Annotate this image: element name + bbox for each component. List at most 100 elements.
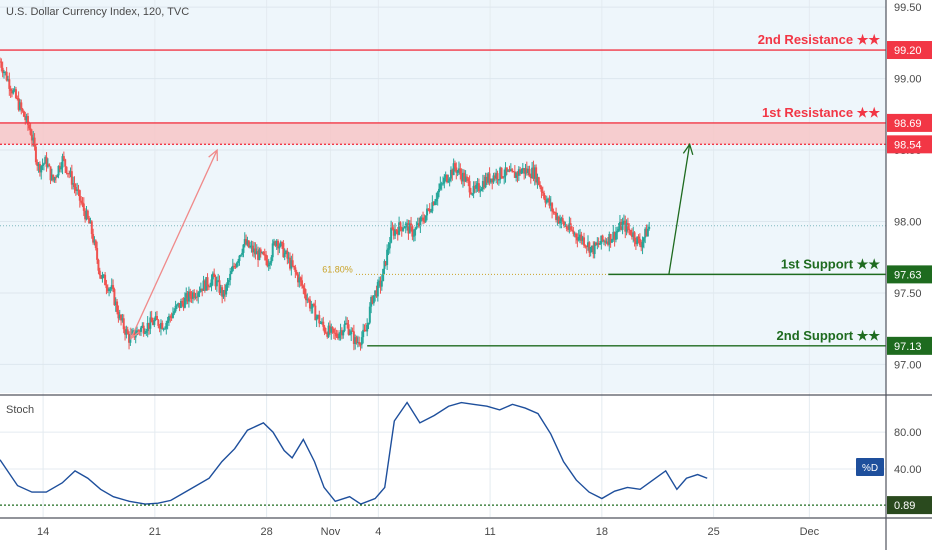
price-badge-label-97.13: 97.13 bbox=[894, 341, 922, 353]
candle bbox=[158, 325, 161, 329]
candle bbox=[597, 243, 600, 245]
candle bbox=[527, 168, 530, 173]
candle bbox=[318, 315, 321, 324]
candle bbox=[306, 299, 309, 301]
candle bbox=[436, 192, 439, 199]
projection-arrowhead-start bbox=[130, 327, 140, 341]
candle bbox=[380, 281, 383, 287]
candle bbox=[601, 235, 604, 241]
candle bbox=[368, 306, 371, 323]
candle bbox=[231, 265, 234, 271]
candle bbox=[49, 166, 52, 181]
candle bbox=[606, 241, 609, 245]
candle bbox=[434, 201, 437, 205]
projection-arrowhead-2 bbox=[682, 142, 694, 156]
candle bbox=[5, 71, 8, 81]
candle bbox=[457, 168, 460, 171]
candle bbox=[632, 232, 635, 237]
candle bbox=[548, 198, 551, 206]
candle bbox=[520, 170, 523, 174]
candle bbox=[13, 89, 16, 91]
candle bbox=[575, 233, 578, 238]
candle bbox=[399, 222, 402, 228]
candle bbox=[414, 228, 417, 236]
candle bbox=[396, 231, 399, 235]
candle bbox=[324, 332, 327, 334]
candle bbox=[78, 190, 81, 201]
candle bbox=[403, 227, 406, 229]
candle bbox=[16, 98, 19, 100]
candle bbox=[408, 223, 411, 234]
candle bbox=[161, 322, 164, 330]
candle bbox=[189, 291, 192, 297]
candle bbox=[146, 322, 149, 332]
candle bbox=[521, 168, 524, 171]
candle bbox=[459, 168, 462, 174]
candle bbox=[565, 225, 568, 229]
candle bbox=[617, 229, 620, 231]
candle bbox=[541, 191, 544, 194]
candle bbox=[202, 280, 205, 291]
candle bbox=[593, 242, 596, 255]
candle bbox=[529, 176, 532, 179]
candle bbox=[370, 297, 373, 307]
candle bbox=[221, 287, 224, 297]
candle bbox=[241, 252, 244, 255]
candle bbox=[491, 178, 494, 183]
candle bbox=[76, 189, 79, 191]
candle bbox=[312, 303, 315, 306]
candle bbox=[151, 322, 154, 325]
candle bbox=[419, 217, 422, 227]
candle bbox=[402, 228, 405, 231]
candle bbox=[559, 221, 562, 224]
candle bbox=[363, 329, 366, 331]
candle bbox=[9, 88, 12, 92]
stoch-d-line bbox=[0, 401, 708, 505]
candle bbox=[117, 312, 120, 319]
candle bbox=[605, 241, 608, 243]
candle bbox=[411, 226, 414, 237]
candle bbox=[81, 202, 84, 204]
candle bbox=[234, 266, 237, 268]
candle bbox=[295, 271, 298, 275]
candle bbox=[323, 326, 326, 333]
candle bbox=[576, 237, 579, 241]
candle bbox=[311, 303, 314, 308]
candle bbox=[477, 183, 480, 192]
candle bbox=[247, 240, 250, 248]
candle bbox=[449, 169, 452, 179]
candle bbox=[237, 260, 240, 263]
candle bbox=[621, 221, 624, 230]
candle bbox=[622, 220, 625, 222]
candle bbox=[342, 330, 345, 336]
candle bbox=[167, 316, 170, 321]
candle bbox=[335, 333, 338, 337]
candle bbox=[40, 165, 43, 173]
candle bbox=[86, 210, 89, 219]
candle bbox=[371, 297, 374, 304]
candle bbox=[110, 285, 113, 289]
candle bbox=[600, 235, 603, 244]
candle bbox=[577, 236, 580, 241]
candle bbox=[485, 176, 488, 183]
candle bbox=[217, 280, 220, 282]
projection-arrow-2 bbox=[668, 144, 691, 275]
candle bbox=[439, 183, 442, 189]
candle bbox=[128, 333, 131, 343]
candle bbox=[473, 185, 476, 189]
candle bbox=[469, 192, 472, 195]
candle bbox=[153, 320, 156, 325]
candle bbox=[243, 239, 246, 245]
candle bbox=[6, 79, 9, 81]
candle bbox=[299, 277, 302, 281]
candle bbox=[150, 317, 153, 323]
candle bbox=[57, 165, 60, 176]
candle bbox=[471, 193, 474, 195]
candle bbox=[261, 252, 264, 254]
candle bbox=[551, 203, 554, 212]
candle bbox=[569, 223, 572, 230]
candle bbox=[249, 246, 252, 248]
candle bbox=[346, 323, 349, 325]
candle bbox=[331, 327, 334, 329]
